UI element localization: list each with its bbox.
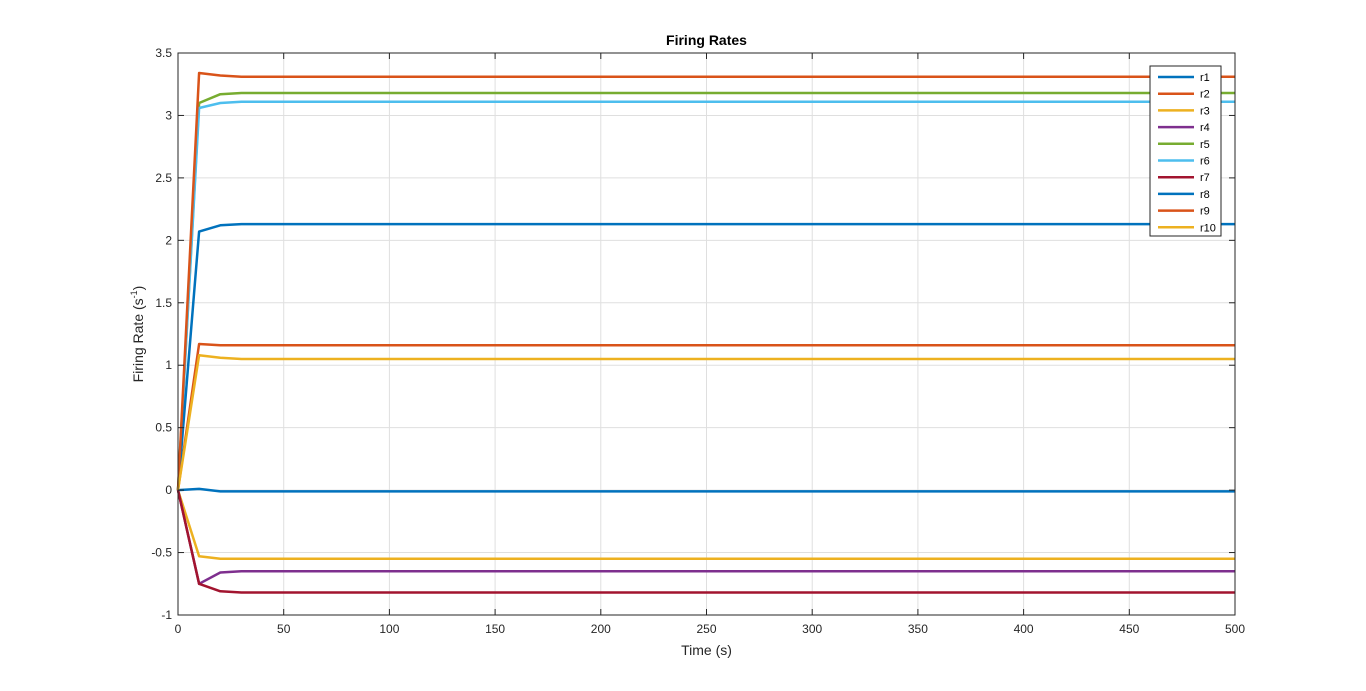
y-tick-label: 1 [165,358,172,372]
series-line-r6 [176,100,1235,491]
chart-title: Firing Rates [666,32,747,48]
legend-label-r10: r10 [1200,222,1216,234]
legend-label-r7: r7 [1200,172,1210,184]
x-tick-label: 200 [591,622,611,636]
y-axis-label-end: ) [130,286,146,291]
x-tick-label: 400 [1014,622,1034,636]
y-axis-label: Firing Rate (s-1) [129,286,146,383]
y-tick-label: 2.5 [155,171,172,185]
y-tick-label: 1.5 [155,296,172,310]
y-tick-label: 0.5 [155,421,172,435]
x-tick-label: 100 [379,622,399,636]
series-line-r10 [176,353,1235,491]
x-tick-label: 250 [696,622,716,636]
legend-label-r3: r3 [1200,105,1210,117]
series-line-r1 [177,487,1235,493]
series-line-r9 [176,71,1235,491]
legend: r1 r2 r3 r4 r5 r6 r7 r8 r9 r10 [1149,65,1222,237]
y-axis-label-sup: -1 [129,290,139,298]
x-tick-label: 150 [485,622,505,636]
legend-label-r6: r6 [1200,156,1210,168]
series-line-r3 [176,489,1235,561]
y-tick-label: 3.5 [155,46,172,60]
legend-label-r5: r5 [1200,139,1210,151]
y-axis-label-main: Firing Rate (s [130,298,146,382]
x-tick-label: 350 [908,622,928,636]
x-tick-label: 50 [277,622,291,636]
y-tick-label: 3 [165,108,172,122]
x-tick-label: 300 [802,622,822,636]
y-tick-label: -0.5 [151,546,172,560]
x-axis-label: Time (s) [681,642,732,658]
series-line-r8 [176,222,1235,491]
series-lines [176,71,1235,594]
legend-label-r8: r8 [1200,189,1210,201]
y-tick-label: -1 [161,608,172,622]
y-tick-label: 0 [165,483,172,497]
legend-label-r9: r9 [1200,206,1210,218]
x-tick-label: 0 [175,622,182,636]
x-tick-label: 500 [1225,622,1245,636]
axis-ticks: 0 50 100 150 200 250 300 350 400 450 500 -1 -0.5 0 0.5… [151,46,1245,636]
legend-label-r1: r1 [1200,72,1210,84]
series-line-r7 [176,489,1235,594]
y-tick-label: 2 [165,233,172,247]
legend-label-r2: r2 [1200,89,1210,101]
series-line-r2 [176,342,1235,491]
x-tick-label: 450 [1119,622,1139,636]
legend-label-r4: r4 [1200,122,1210,134]
